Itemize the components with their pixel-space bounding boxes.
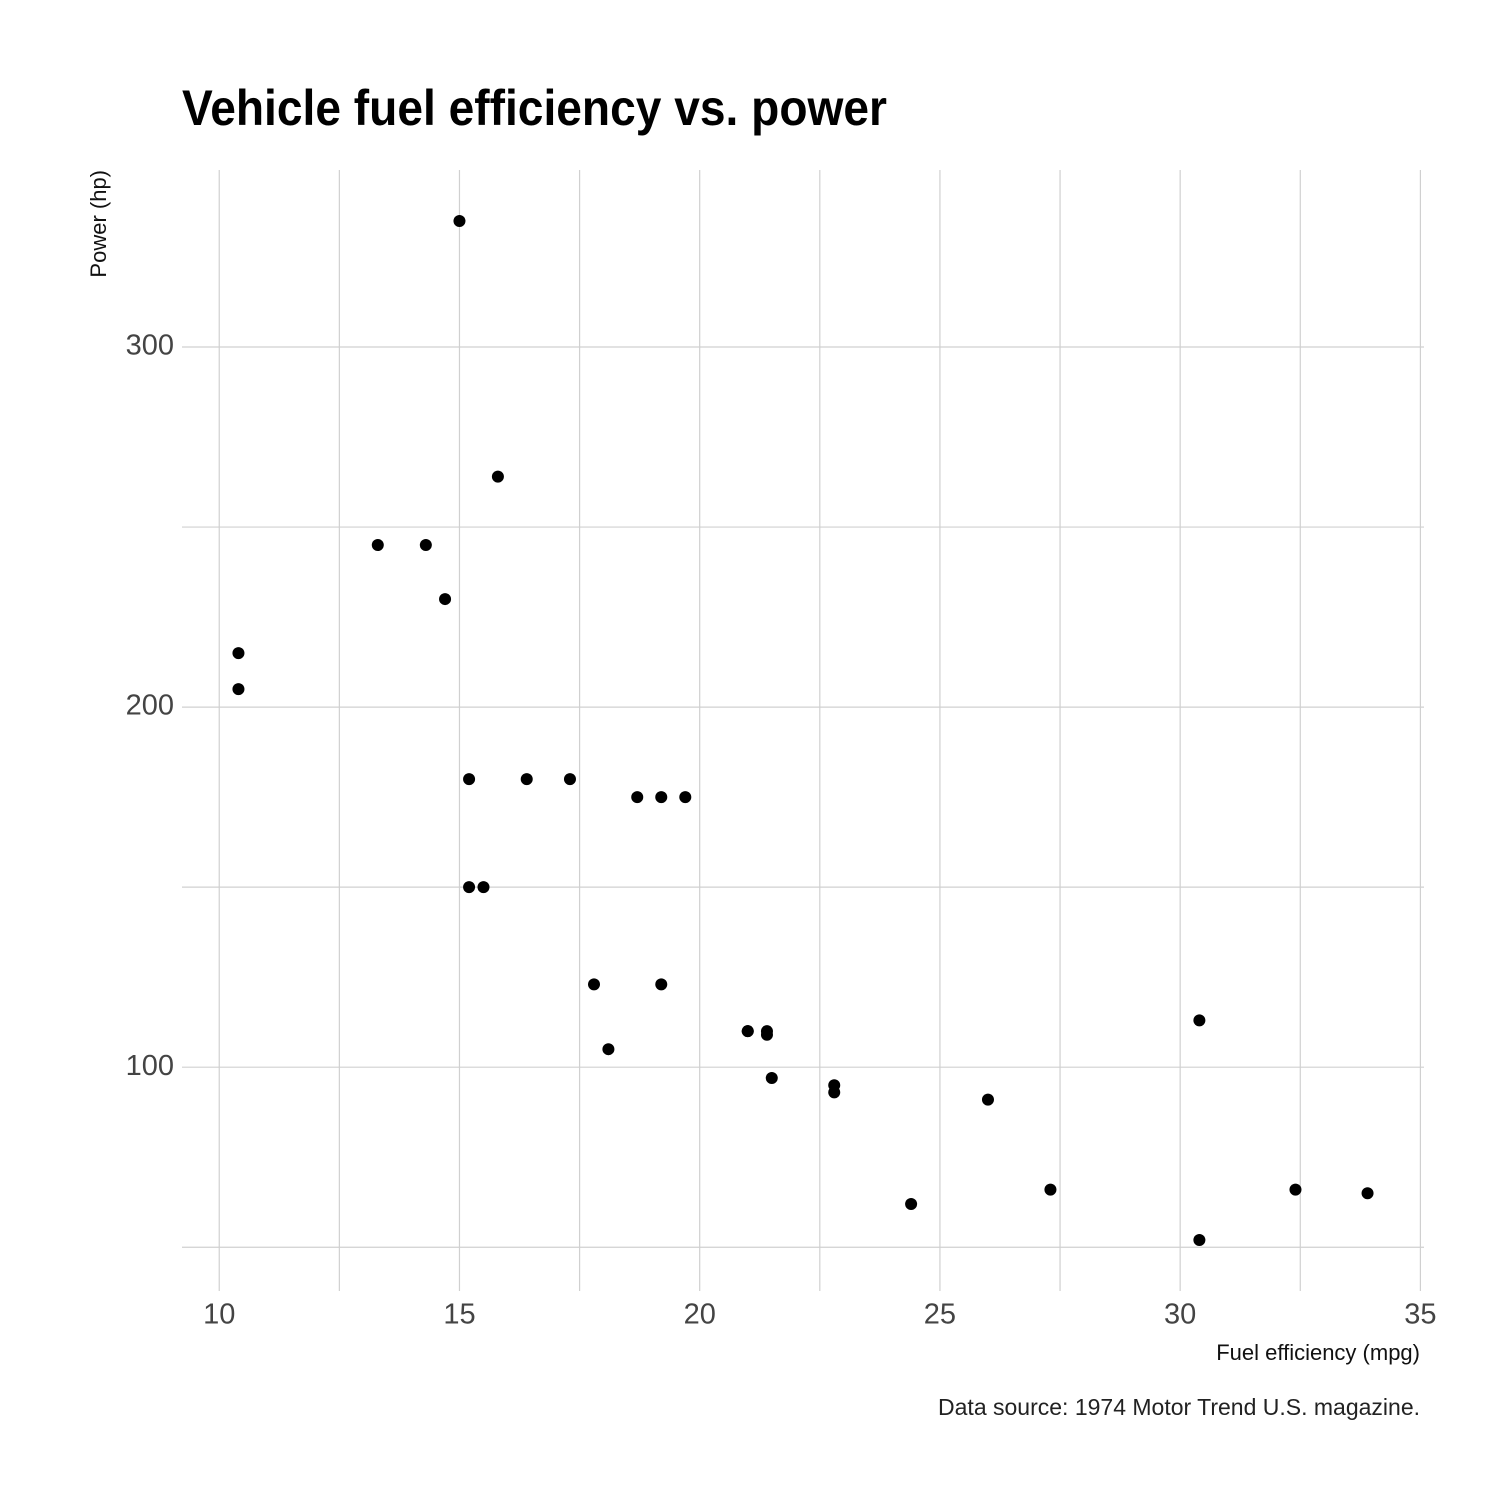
y-tick-label: 300 <box>126 330 174 362</box>
point <box>232 683 245 696</box>
y-tick-label: 100 <box>126 1050 174 1082</box>
point <box>602 1043 615 1056</box>
x-tick-label: 35 <box>1404 1299 1436 1331</box>
point <box>477 881 490 894</box>
point <box>463 773 476 786</box>
x-tick-label: 10 <box>203 1299 235 1331</box>
point <box>760 1028 773 1041</box>
point <box>453 214 466 227</box>
point <box>1193 1234 1206 1247</box>
point <box>1193 1014 1206 1027</box>
point <box>765 1071 778 1084</box>
chart-title: Vehicle fuel efficiency vs. power <box>182 80 887 136</box>
point <box>905 1198 918 1211</box>
point <box>439 593 452 606</box>
point <box>563 773 576 786</box>
point <box>520 773 533 786</box>
point <box>655 791 668 804</box>
x-tick-label: 15 <box>443 1299 475 1331</box>
x-tick-label: 25 <box>924 1299 956 1331</box>
point <box>741 1025 754 1038</box>
point <box>1044 1183 1057 1196</box>
point <box>1289 1183 1302 1196</box>
point <box>655 978 668 991</box>
point <box>828 1079 841 1092</box>
x-tick-label: 20 <box>684 1299 716 1331</box>
x-axis-title: Fuel efficiency (mpg) <box>1216 1340 1420 1365</box>
point <box>1361 1187 1374 1200</box>
point <box>463 881 476 894</box>
point <box>679 791 692 804</box>
point <box>419 539 432 552</box>
point <box>981 1093 994 1106</box>
point <box>587 978 600 991</box>
y-axis-title: Power (hp) <box>86 170 111 278</box>
x-tick-label: 30 <box>1164 1299 1196 1331</box>
caption: Data source: 1974 Motor Trend U.S. magaz… <box>938 1394 1420 1420</box>
point <box>371 539 384 552</box>
point <box>631 791 644 804</box>
point <box>232 647 245 660</box>
y-tick-label: 200 <box>126 690 174 722</box>
point <box>491 470 504 483</box>
